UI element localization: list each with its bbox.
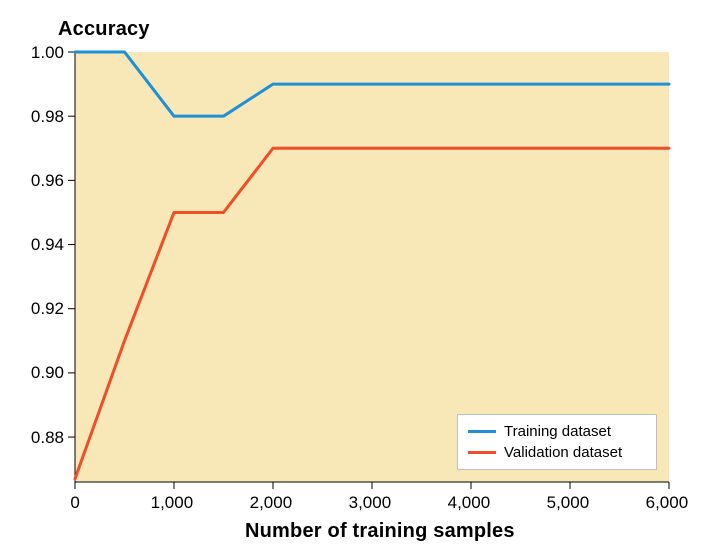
legend: Training datasetValidation dataset — [457, 414, 657, 470]
y-tick-label: 0.90 — [31, 363, 64, 383]
legend-label: Validation dataset — [504, 442, 622, 463]
y-tick-label: 0.96 — [31, 171, 64, 191]
y-tick-label: 0.94 — [31, 235, 64, 255]
y-tick-label: 0.88 — [31, 428, 64, 448]
y-tick-label: 1.00 — [31, 43, 64, 63]
x-tick-label: 4,000 — [448, 493, 491, 513]
legend-item: Training dataset — [468, 421, 646, 442]
legend-swatch — [468, 451, 496, 454]
x-tick-label: 5,000 — [547, 493, 590, 513]
accuracy-chart: Accuracy Number of training samples Trai… — [0, 0, 706, 560]
x-axis-title: Number of training samples — [245, 520, 515, 543]
legend-swatch — [468, 430, 496, 433]
x-tick-label: 0 — [70, 493, 79, 513]
x-tick-label: 6,000 — [646, 493, 689, 513]
x-tick-label: 3,000 — [349, 493, 392, 513]
y-tick-label: 0.98 — [31, 107, 64, 127]
legend-item: Validation dataset — [468, 442, 646, 463]
y-axis-title: Accuracy — [58, 18, 150, 41]
x-tick-label: 2,000 — [250, 493, 293, 513]
y-tick-label: 0.92 — [31, 299, 64, 319]
legend-label: Training dataset — [504, 421, 611, 442]
x-tick-label: 1,000 — [151, 493, 194, 513]
